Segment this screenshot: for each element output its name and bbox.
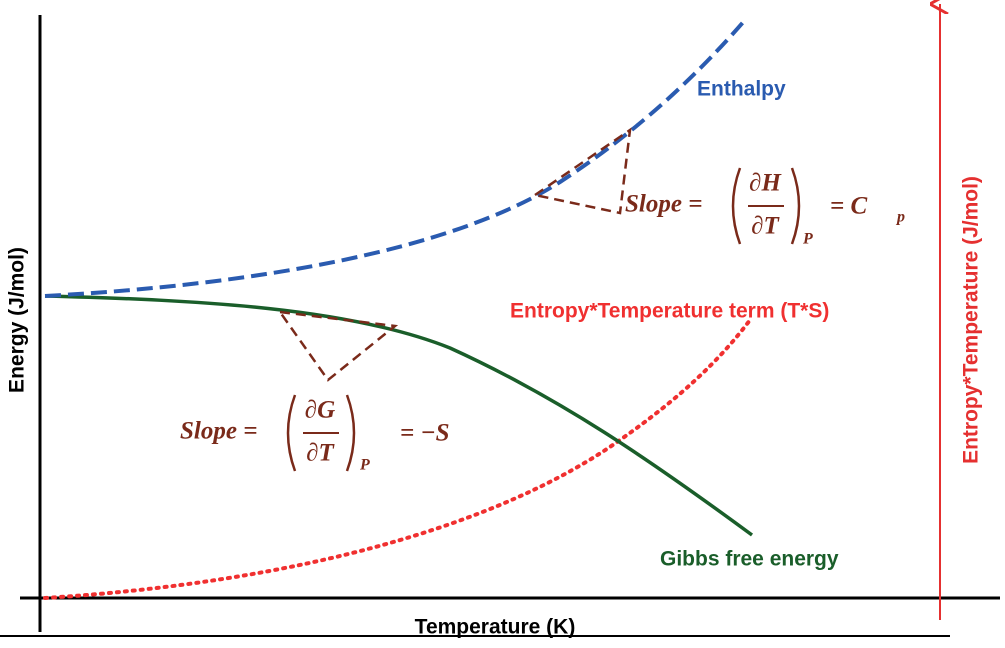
numerator: ∂H: [749, 170, 782, 197]
enthalpy-slope-equation: Slope = ∂H ∂T P = C p: [625, 167, 905, 248]
paren: [345, 394, 356, 472]
x-axis-label: Temperature (K): [415, 616, 576, 639]
paren: [286, 394, 297, 472]
enthalpy-tangent: [531, 127, 632, 215]
entropy-label: Entropy*Temperature term (T*S): [510, 300, 829, 323]
entropy-curve: [43, 318, 752, 600]
equation-lhs: Slope =: [180, 418, 257, 445]
subscript: P: [359, 457, 370, 474]
enthalpy-curve: [44, 18, 747, 298]
gibbs-slope-equation: Slope = ∂G ∂T P = −S: [180, 394, 450, 474]
gibbs-curve: [44, 294, 754, 537]
numerator: ∂G: [305, 397, 335, 424]
y-axis-label: Energy (J/mol): [6, 247, 29, 393]
paren: [731, 167, 742, 245]
enthalpy-label: Enthalpy: [697, 78, 786, 101]
rhs-subscript: p: [895, 209, 905, 226]
equation-lhs: Slope =: [625, 191, 702, 218]
denominator: ∂T: [751, 213, 780, 240]
subscript: P: [802, 231, 813, 248]
denominator: ∂T: [306, 440, 335, 467]
equation-rhs: = C: [830, 193, 867, 220]
equation-rhs: = −S: [400, 420, 450, 447]
gibbs-label: Gibbs free energy: [660, 548, 839, 571]
y2-axis-label: Entropy*Temperature (J/mol): [960, 176, 983, 464]
paren: [790, 167, 801, 245]
gibbs-tangent: [277, 310, 399, 382]
